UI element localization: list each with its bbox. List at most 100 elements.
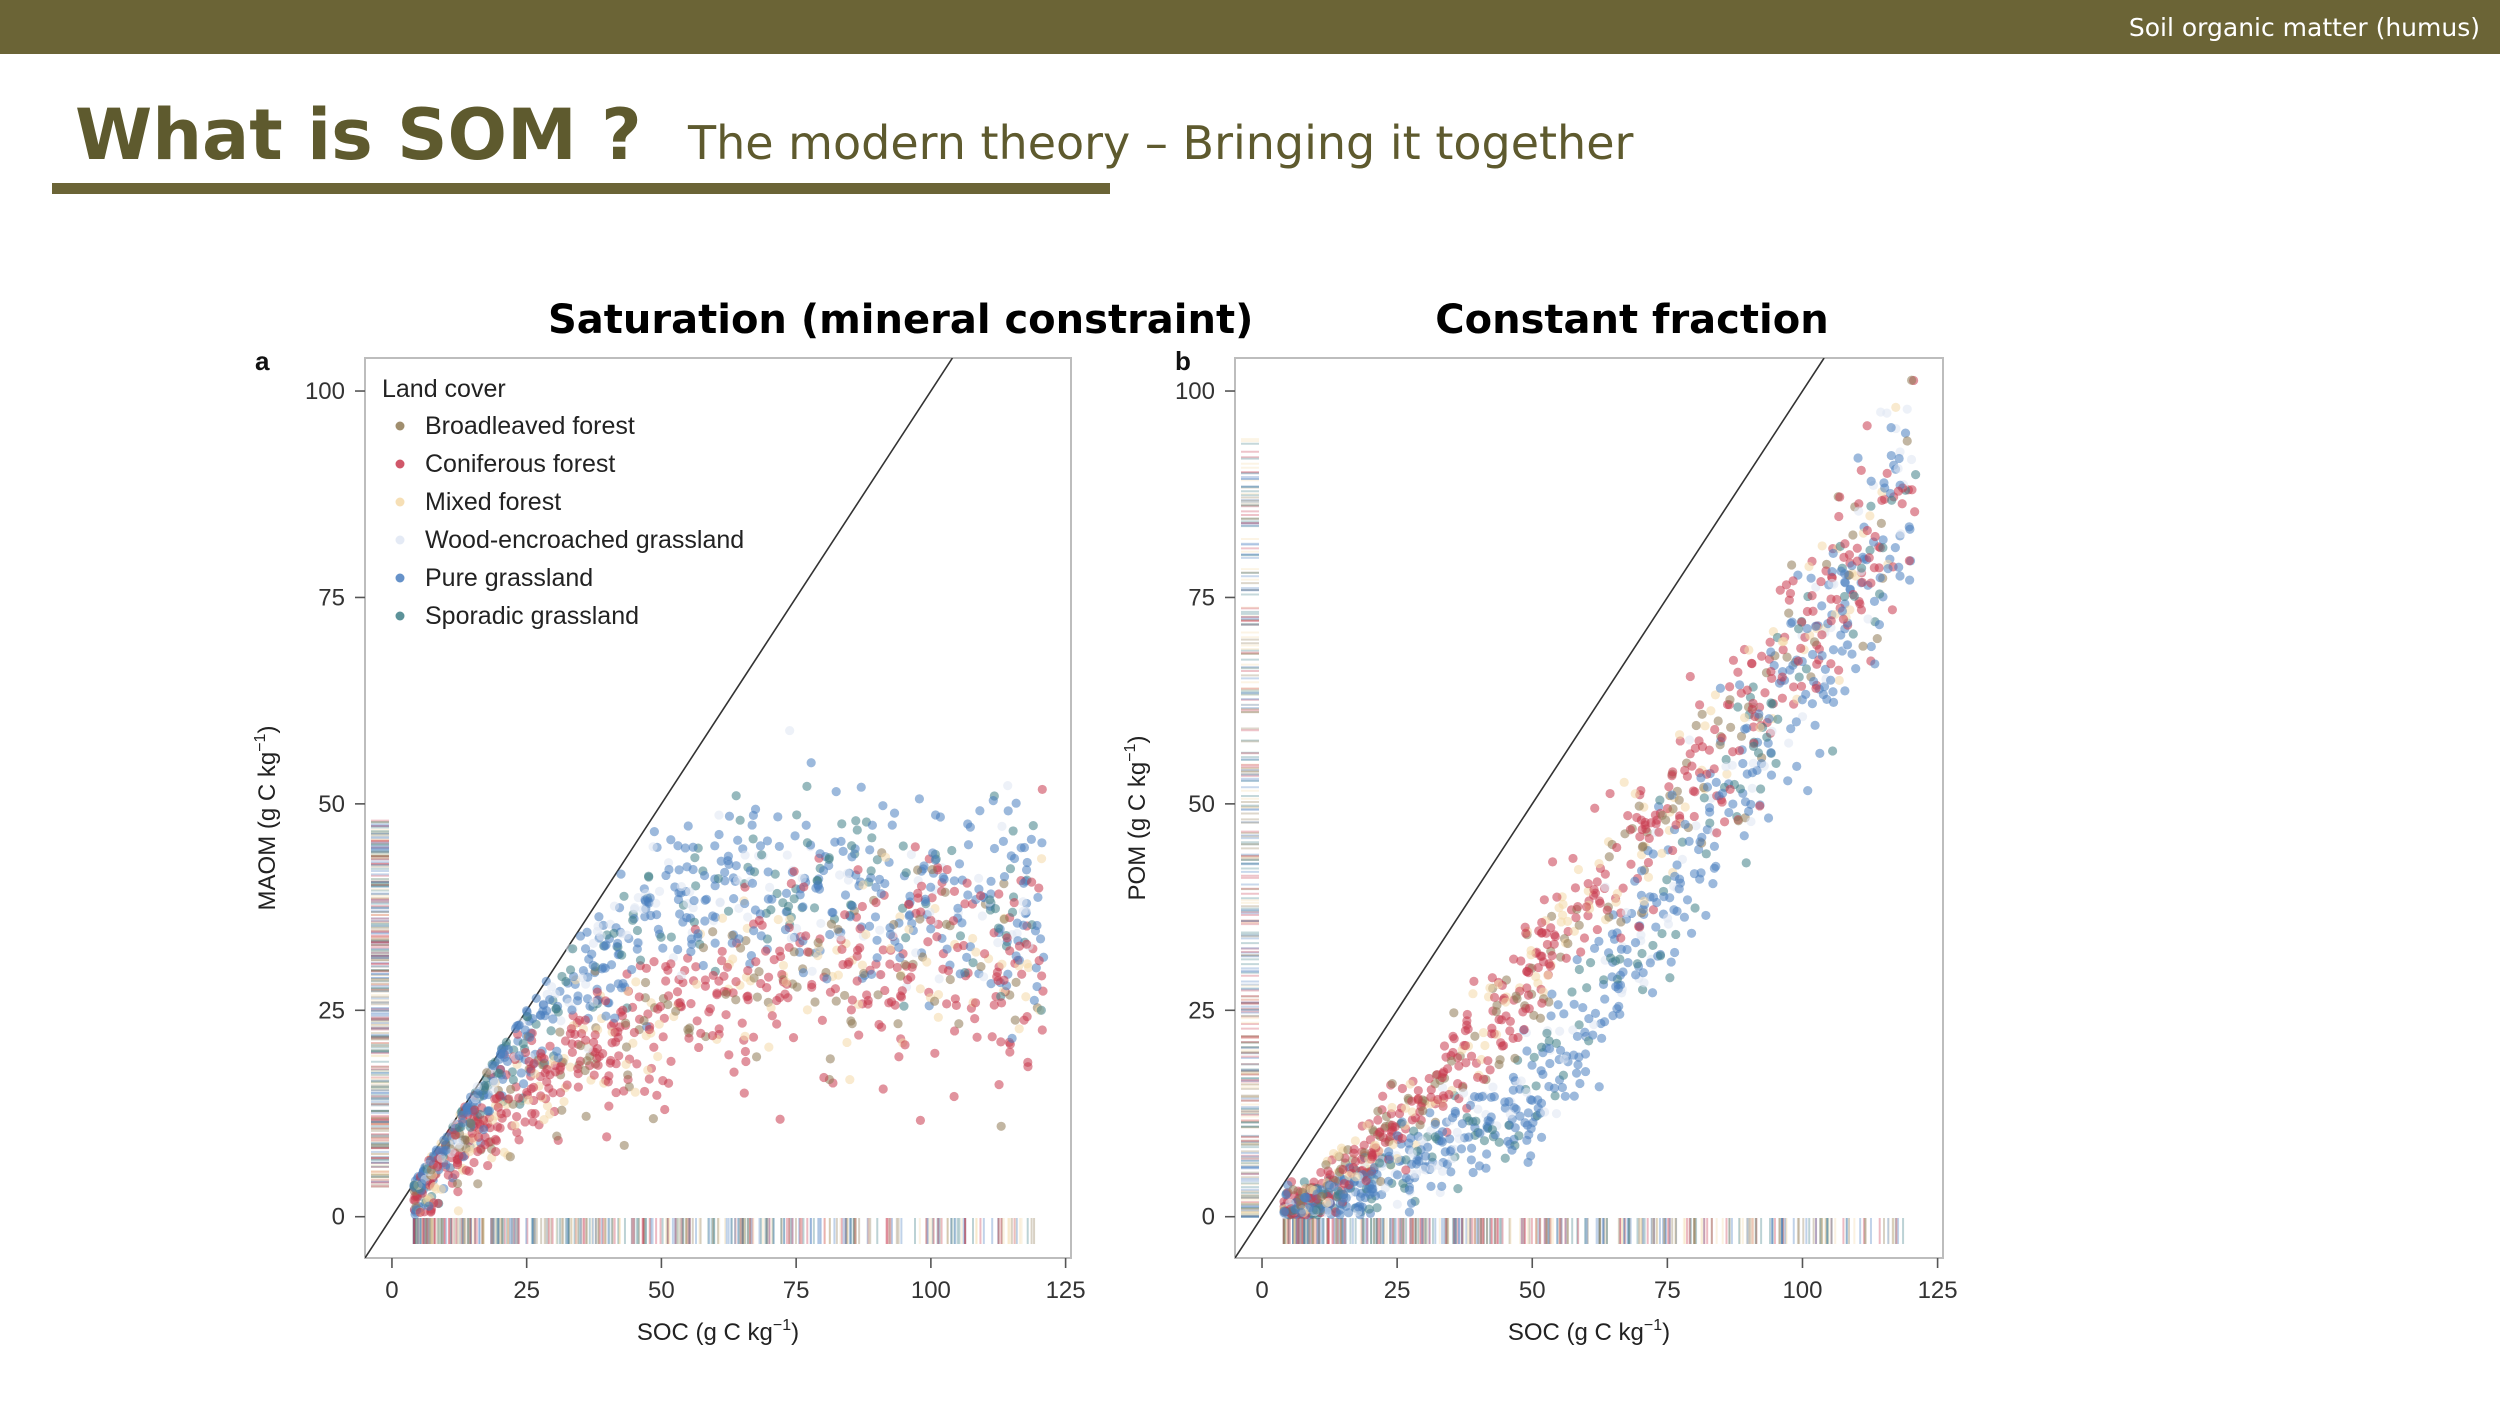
data-point — [552, 1046, 562, 1056]
data-point — [770, 869, 780, 879]
y-axis-label: MAOM (g C kg−1) — [252, 726, 281, 911]
data-point — [838, 846, 848, 856]
data-point — [1900, 428, 1911, 438]
data-point — [708, 970, 718, 981]
data-point — [1538, 1069, 1548, 1079]
data-point — [1527, 1095, 1537, 1105]
data-point — [716, 856, 726, 866]
data-point — [488, 1061, 498, 1071]
data-point — [847, 901, 857, 911]
data-point — [598, 1048, 608, 1059]
data-point — [1905, 575, 1915, 585]
data-point — [1874, 589, 1885, 599]
data-point — [1840, 686, 1850, 696]
data-point — [1667, 771, 1677, 781]
data-point — [942, 864, 952, 875]
data-point — [1796, 681, 1807, 691]
data-point — [604, 1101, 614, 1111]
data-point — [1882, 468, 1892, 478]
data-point — [1509, 954, 1519, 964]
data-point — [656, 932, 666, 942]
data-point — [1033, 892, 1043, 903]
data-point — [847, 995, 857, 1005]
data-point — [852, 976, 862, 986]
data-point — [1612, 842, 1622, 853]
data-point — [1531, 1081, 1541, 1091]
data-point — [1738, 758, 1748, 769]
data-point — [831, 996, 841, 1006]
x-tick-label: 25 — [513, 1277, 540, 1304]
data-point — [721, 989, 731, 999]
data-point — [825, 1054, 835, 1064]
data-point — [1794, 624, 1804, 634]
data-point — [837, 819, 847, 829]
data-point — [824, 853, 834, 863]
data-point — [1739, 831, 1749, 841]
data-point — [551, 1003, 561, 1014]
data-point — [840, 910, 850, 920]
data-point — [1031, 963, 1041, 973]
data-point — [1279, 1206, 1289, 1217]
data-point — [854, 1030, 864, 1040]
data-point — [473, 1179, 483, 1189]
data-point — [1321, 1160, 1331, 1170]
data-point — [898, 841, 908, 851]
data-point — [1639, 978, 1649, 988]
data-point — [1671, 929, 1681, 940]
data-point — [464, 1166, 474, 1176]
data-point — [1640, 820, 1650, 830]
data-point — [1404, 1207, 1414, 1217]
data-point — [1034, 956, 1044, 966]
data-point — [505, 1152, 515, 1162]
data-point — [1411, 1159, 1422, 1169]
data-point — [748, 834, 758, 844]
data-point — [1702, 782, 1713, 792]
data-point — [1777, 693, 1787, 703]
data-point — [688, 842, 698, 852]
data-point — [774, 841, 784, 852]
data-point — [1668, 845, 1678, 856]
data-point — [596, 931, 606, 941]
data-point — [1468, 1167, 1478, 1178]
data-point — [630, 1087, 640, 1097]
data-point — [653, 1004, 663, 1014]
data-point — [866, 969, 877, 980]
data-point — [1480, 1040, 1490, 1051]
data-point — [1437, 1127, 1448, 1137]
data-point — [1475, 1128, 1485, 1138]
data-point — [1584, 1013, 1594, 1024]
data-point — [458, 1118, 468, 1128]
data-point — [749, 926, 759, 936]
data-point — [644, 871, 654, 881]
data-point — [1911, 470, 1921, 480]
data-point — [968, 933, 978, 944]
data-point — [1405, 1079, 1415, 1089]
data-point — [1478, 1027, 1489, 1038]
data-point — [743, 966, 753, 976]
data-point — [1388, 1139, 1398, 1150]
data-point — [1754, 709, 1764, 719]
data-point — [1686, 928, 1697, 938]
data-point — [1902, 436, 1912, 446]
data-point — [698, 960, 708, 971]
data-point — [756, 850, 767, 860]
data-point — [885, 959, 895, 969]
data-point — [1882, 408, 1892, 418]
data-point — [1781, 580, 1791, 590]
data-point — [594, 912, 604, 922]
data-point — [1338, 1164, 1348, 1175]
data-point — [1872, 633, 1882, 644]
data-point — [1684, 836, 1694, 846]
data-point — [1426, 1092, 1436, 1102]
data-point — [1674, 795, 1684, 805]
data-point — [1333, 1151, 1343, 1161]
data-point — [782, 850, 792, 860]
data-point — [1447, 1154, 1458, 1164]
data-point — [649, 827, 659, 837]
data-point — [613, 938, 623, 948]
data-point — [1896, 529, 1906, 539]
data-point — [1366, 1169, 1376, 1179]
data-point — [1817, 630, 1827, 640]
data-point — [735, 815, 745, 825]
data-point — [949, 876, 959, 886]
